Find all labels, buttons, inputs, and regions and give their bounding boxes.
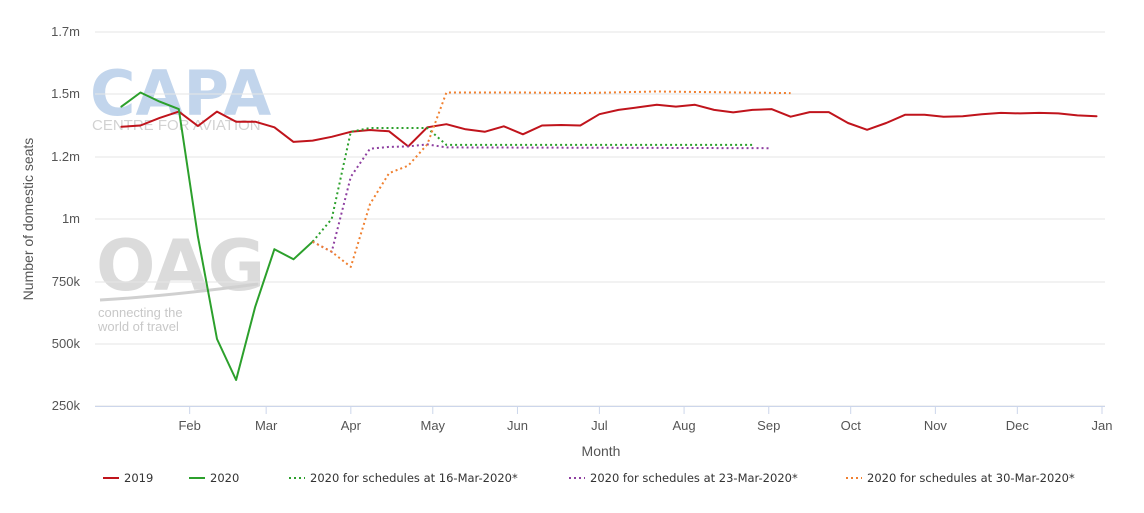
legend-label: 2019 <box>124 471 153 485</box>
x-tick-label: Jan <box>1092 418 1113 433</box>
series-line-3 <box>312 143 772 253</box>
series-lines <box>120 90 1098 381</box>
oag-watermark-line1: connecting the <box>98 305 183 320</box>
x-tick-label: Jun <box>507 418 528 433</box>
legend-label: 2020 for schedules at 30-Mar-2020* <box>867 471 1075 485</box>
y-tick-label: 250k <box>52 398 81 413</box>
y-tick-label: 1.2m <box>51 149 80 164</box>
x-tick-label: Dec <box>1006 418 1030 433</box>
x-tick-label: Sep <box>757 418 780 433</box>
y-tick-label: 1.7m <box>51 24 80 39</box>
legend-label: 2020 <box>210 471 239 485</box>
capa-watermark-sub: CENTRE FOR AVIATION <box>92 117 261 134</box>
x-tick-label: Nov <box>924 418 948 433</box>
x-axis-title: Month <box>582 443 621 459</box>
y-tick-label: 750k <box>52 274 81 289</box>
x-tick-label: Aug <box>673 418 696 433</box>
x-tick-label: Oct <box>841 418 862 433</box>
series-line-4 <box>312 90 791 268</box>
legend-label: 2020 for schedules at 23-Mar-2020* <box>590 471 798 485</box>
oag-swoosh-icon <box>99 282 259 302</box>
y-tick-label: 1.5m <box>51 86 80 101</box>
series-line-2 <box>311 127 753 243</box>
x-tick-label: Jul <box>591 418 608 433</box>
series-line-0 <box>120 103 1098 148</box>
legend-label: 2020 for schedules at 16-Mar-2020* <box>310 471 518 485</box>
gridlines <box>95 31 1105 407</box>
y-tick-label: 1m <box>62 211 80 226</box>
x-tick-label: Feb <box>178 418 200 433</box>
x-tick-label: Mar <box>255 418 278 433</box>
x-tick-label: Apr <box>341 418 362 433</box>
axes: 250k 500k 750k 1m 1.2m 1.5m 1.7m Feb Mar Apr May Ju… <box>20 24 1112 459</box>
y-axis-title: Number of domestic seats <box>20 138 36 301</box>
x-tick-label: May <box>420 418 445 433</box>
legend: 2019 2020 2020 for schedules at 16-Mar-202… <box>103 471 1075 485</box>
series-line-1 <box>120 91 314 381</box>
oag-watermark-line2: world of travel <box>97 319 179 334</box>
watermark: CAPA CENTRE FOR AVIATION OAG connecting … <box>90 57 271 334</box>
y-tick-label: 500k <box>52 336 81 351</box>
